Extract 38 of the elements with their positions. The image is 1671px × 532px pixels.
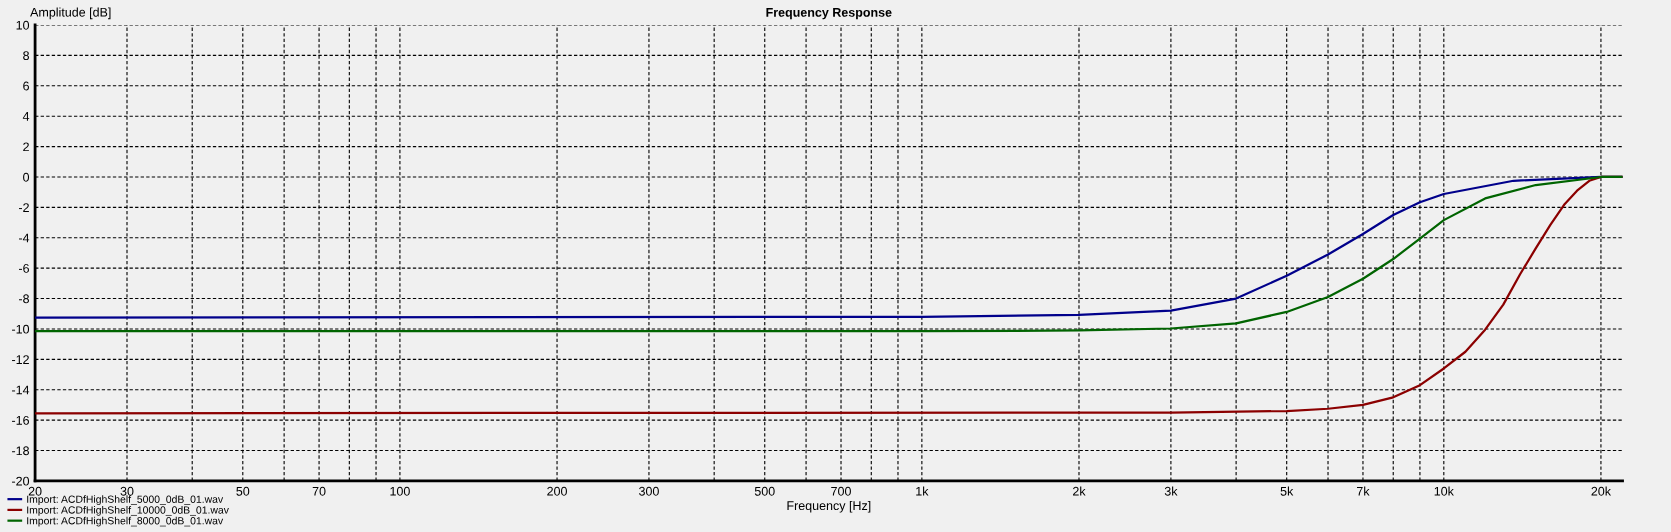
- y-tick-label: -6: [18, 263, 29, 273]
- y-tick-label: -10: [12, 324, 30, 334]
- y-axis-title: Amplitude [dB]: [30, 7, 111, 20]
- x-tick-label: 5k: [1280, 486, 1294, 496]
- x-tick-label: 3k: [1164, 486, 1178, 496]
- y-tick-label: -18: [12, 446, 29, 456]
- y-tick-label: -16: [12, 415, 29, 425]
- x-tick-label: 500: [754, 486, 775, 496]
- x-tick-label: 20k: [1591, 486, 1612, 496]
- legend-label: Import: ACDfHighShelf_10000_0dB_01.wav: [27, 506, 229, 516]
- x-tick-label: 200: [547, 486, 567, 496]
- x-tick-label: 700: [831, 486, 851, 496]
- y-tick-label: 6: [23, 81, 29, 91]
- x-tick-label: 20: [28, 486, 42, 496]
- x-tick-label: 50: [236, 486, 250, 496]
- y-tick-label: -2: [18, 203, 29, 212]
- x-tick-label: 30: [120, 486, 134, 496]
- x-tick-label: 10k: [1434, 486, 1454, 496]
- y-tick-label: 10: [16, 20, 30, 30]
- chart-title: Frequency Response: [766, 8, 892, 20]
- x-tick-label: 100: [390, 486, 410, 496]
- y-tick-label: -20: [12, 476, 30, 486]
- y-tick-label: 8: [23, 51, 29, 61]
- legend-label: Import: ACDfHighShelf_5000_0dB_01.wav: [27, 495, 224, 505]
- y-tick-label: -8: [18, 294, 29, 304]
- x-tick-label: 7k: [1357, 486, 1370, 496]
- x-axis-title: Frequency [Hz]: [787, 500, 871, 513]
- x-tick-label: 300: [639, 486, 659, 496]
- y-tick-label: -12: [12, 355, 29, 364]
- y-tick-label: 2: [23, 142, 29, 152]
- x-tick-label: 70: [312, 486, 326, 496]
- legend-label: Import: ACDfHighShelf_8000_0dB_01.wav: [27, 516, 224, 527]
- y-tick-label: -14: [12, 385, 30, 395]
- y-tick-label: -4: [18, 233, 30, 243]
- y-tick-label: 0: [23, 172, 30, 182]
- y-tick-label: 4: [22, 112, 30, 121]
- x-tick-label: 2k: [1073, 486, 1086, 496]
- x-tick-label: 1k: [916, 486, 929, 496]
